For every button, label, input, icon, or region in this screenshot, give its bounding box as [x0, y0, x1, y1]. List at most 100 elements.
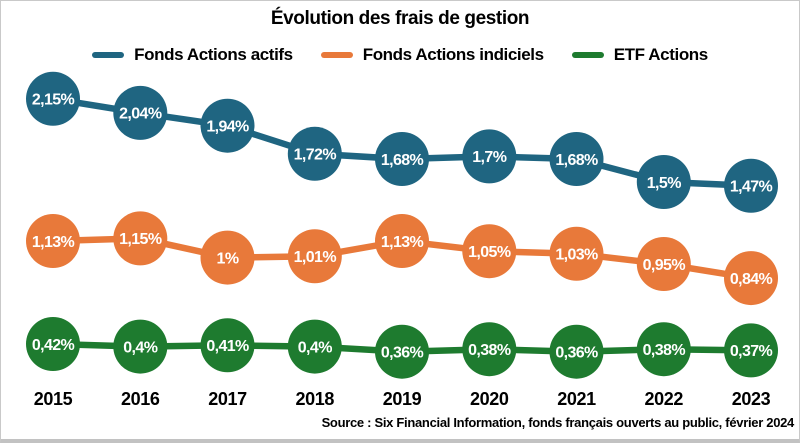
x-axis-label: 2022 — [644, 389, 684, 409]
source-note: Source : Six Financial Information, fond… — [321, 415, 795, 430]
data-point: 2,04% — [113, 85, 168, 140]
data-point: 1% — [200, 230, 255, 285]
data-point: 1,13% — [375, 214, 429, 268]
data-point-label: 1% — [217, 250, 239, 267]
data-point: 0,84% — [724, 251, 778, 306]
data-point-label: 0,37% — [730, 343, 773, 360]
data-point-marker — [200, 230, 255, 285]
data-point-label: 1,05% — [468, 244, 511, 261]
data-point-label: 1,68% — [381, 152, 424, 169]
data-point-label: 1,47% — [730, 179, 773, 196]
legend-item: ETF Actions — [571, 45, 709, 65]
data-point-label: 0,38% — [643, 342, 686, 359]
data-point-label: 0,95% — [643, 257, 686, 274]
legend-item: Fonds Actions indiciels — [320, 45, 544, 65]
x-axis-label: 2021 — [557, 389, 596, 409]
data-point: 0,4% — [287, 319, 342, 374]
data-point-label: 0,84% — [730, 271, 773, 288]
x-axis-label: 2023 — [731, 389, 771, 409]
data-point: 1,05% — [462, 224, 517, 279]
data-point: 1,68% — [549, 132, 604, 186]
data-point-marker — [375, 324, 429, 379]
data-point: 0,42% — [26, 317, 80, 371]
legend-label: Fonds Actions actifs — [134, 45, 293, 64]
data-point-marker — [26, 214, 80, 268]
data-point-label: 1,68% — [555, 152, 598, 169]
data-point: 0,38% — [462, 322, 517, 377]
data-point-marker — [26, 71, 80, 126]
data-point: 0,36% — [375, 324, 429, 379]
data-point-label: 0,42% — [32, 337, 75, 354]
data-point: 0,4% — [113, 319, 168, 374]
data-point-marker — [113, 319, 168, 374]
data-point-label: 1,15% — [119, 231, 162, 248]
data-point: 1,94% — [200, 98, 255, 153]
chart-legend: Fonds Actions actifs Fonds Actions indici… — [1, 45, 799, 65]
data-point: 0,41% — [200, 318, 255, 373]
data-point-label: 0,4% — [123, 339, 157, 356]
legend-label: Fonds Actions indiciels — [362, 45, 544, 64]
data-point-marker — [636, 322, 691, 377]
data-point: 0,37% — [724, 323, 778, 378]
legend-swatch-icon — [571, 52, 604, 58]
data-point-label: 1,13% — [32, 234, 75, 251]
data-point-marker — [462, 129, 517, 184]
legend-item: Fonds Actions actifs — [92, 45, 293, 65]
data-point-marker — [549, 226, 604, 281]
data-point-marker — [636, 155, 691, 209]
data-point-marker — [549, 132, 604, 186]
chart-title: Évolution des frais de gestion — [270, 8, 530, 29]
data-point: 1,13% — [26, 214, 80, 268]
data-point: 2,15% — [26, 71, 80, 126]
data-point-label: 2,15% — [32, 92, 75, 109]
legend-label: ETF Actions — [613, 45, 709, 64]
data-point-marker — [113, 85, 168, 140]
data-point: 1,72% — [287, 126, 342, 181]
x-axis-label: 2020 — [470, 389, 509, 409]
data-point: 0,38% — [636, 322, 691, 377]
data-point-marker — [287, 126, 342, 181]
data-point-label: 1,03% — [555, 247, 598, 264]
data-point-marker — [287, 319, 342, 374]
data-point-marker — [26, 317, 80, 371]
data-point-marker — [375, 214, 429, 268]
data-point-label: 1,5% — [647, 175, 681, 192]
data-point: 1,7% — [462, 129, 517, 184]
data-point-label: 1,94% — [206, 118, 249, 135]
data-point-marker — [287, 229, 342, 284]
data-point-label: 0,4% — [298, 339, 332, 356]
data-point-marker — [636, 237, 691, 291]
data-point-marker — [113, 211, 168, 266]
data-point-label: 0,36% — [381, 344, 424, 361]
data-point-marker — [200, 318, 255, 373]
data-point-label: 1,13% — [381, 234, 424, 251]
data-point-marker — [375, 132, 429, 186]
data-point-label: 2,04% — [119, 106, 162, 123]
x-axis-label: 2019 — [382, 389, 422, 409]
data-point-marker — [724, 251, 778, 306]
data-point-marker — [724, 158, 778, 213]
data-point-label: 1,7% — [472, 149, 506, 166]
data-point: 1,5% — [636, 155, 691, 209]
x-axis-label: 2017 — [208, 389, 247, 409]
legend-swatch-icon — [320, 52, 353, 58]
x-axis-label: 2018 — [295, 389, 335, 409]
data-point-marker — [549, 324, 604, 379]
data-point-marker — [200, 98, 255, 153]
data-point-label: 0,36% — [555, 344, 598, 361]
data-point-label: 1,01% — [294, 249, 337, 266]
data-point: 1,15% — [113, 211, 168, 266]
data-point: 1,47% — [724, 158, 778, 213]
data-point-marker — [462, 224, 517, 279]
x-axis-label: 2015 — [33, 389, 73, 409]
data-point: 1,68% — [375, 132, 429, 186]
data-point: 1,03% — [549, 226, 604, 281]
data-point-label: 0,38% — [468, 342, 511, 359]
data-point: 1,01% — [287, 229, 342, 284]
x-axis-label: 2016 — [121, 389, 160, 409]
data-point-label: 1,72% — [294, 147, 337, 164]
data-point: 0,36% — [549, 324, 604, 379]
data-point-marker — [462, 322, 517, 377]
data-point-label: 0,41% — [206, 338, 249, 355]
